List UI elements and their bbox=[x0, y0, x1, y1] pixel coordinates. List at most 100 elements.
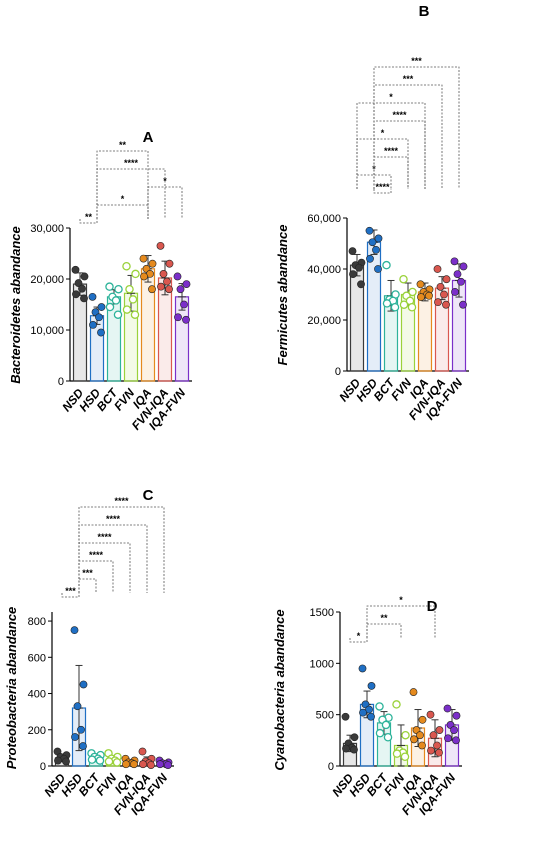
data-point bbox=[165, 259, 174, 268]
data-point bbox=[372, 245, 380, 254]
data-point bbox=[374, 234, 383, 243]
data-point bbox=[163, 277, 171, 286]
y-axis-title: Bacteroidetes abandance bbox=[8, 226, 23, 384]
y-tick-label: 0 bbox=[335, 366, 341, 378]
data-point bbox=[157, 282, 165, 291]
significance-bracket bbox=[78, 578, 97, 593]
y-axis-title: Fermicutes abandance bbox=[275, 225, 290, 366]
significance-bracket bbox=[349, 638, 368, 643]
significance-label: ** bbox=[85, 212, 93, 222]
data-point bbox=[452, 736, 460, 745]
data-point bbox=[342, 744, 350, 753]
significance-label: *** bbox=[403, 74, 414, 84]
data-point bbox=[410, 735, 418, 744]
data-point bbox=[139, 254, 148, 263]
significance-label: *** bbox=[65, 586, 76, 596]
data-point bbox=[459, 262, 468, 271]
data-point bbox=[443, 704, 452, 713]
significance-label: **** bbox=[114, 496, 129, 506]
data-point bbox=[429, 731, 438, 740]
data-point bbox=[71, 265, 80, 274]
data-point bbox=[399, 300, 409, 309]
y-tick-label: 60,000 bbox=[307, 213, 341, 225]
data-point bbox=[128, 295, 138, 304]
data-point bbox=[350, 745, 358, 754]
data-point bbox=[71, 733, 79, 741]
data-point bbox=[453, 270, 462, 278]
significance-label: * bbox=[372, 164, 376, 174]
data-point bbox=[79, 742, 87, 750]
significance-label: * bbox=[121, 194, 125, 204]
significance-label: **** bbox=[106, 514, 121, 524]
data-point bbox=[139, 760, 147, 769]
data-point bbox=[80, 294, 88, 303]
data-point bbox=[368, 238, 377, 247]
data-point bbox=[418, 741, 426, 750]
data-point bbox=[365, 705, 373, 714]
y-tick-label: 400 bbox=[28, 689, 46, 701]
data-point bbox=[78, 284, 86, 293]
data-point bbox=[148, 285, 156, 294]
data-point bbox=[80, 272, 89, 281]
data-point bbox=[427, 746, 435, 755]
data-point bbox=[122, 760, 130, 769]
panel-label: D bbox=[427, 598, 438, 615]
data-point bbox=[365, 226, 374, 235]
data-point bbox=[182, 315, 190, 324]
significance-label: **** bbox=[375, 182, 390, 192]
data-point bbox=[357, 280, 365, 289]
data-point bbox=[95, 756, 105, 765]
y-tick-label: 500 bbox=[316, 710, 334, 722]
data-point bbox=[114, 284, 123, 294]
data-point bbox=[450, 257, 459, 266]
data-point bbox=[407, 302, 417, 312]
y-tick-label: 0 bbox=[328, 761, 334, 773]
significance-bracket bbox=[78, 524, 148, 593]
data-point bbox=[125, 284, 134, 294]
chart-panel-B: B Fermicutes abandance 0 20,000 40,000 60,000… bbox=[275, 3, 469, 423]
data-point bbox=[436, 282, 445, 291]
data-point bbox=[159, 269, 168, 278]
data-point bbox=[426, 710, 435, 719]
data-point bbox=[416, 280, 425, 289]
data-point bbox=[417, 293, 425, 301]
data-point bbox=[390, 302, 400, 312]
data-point bbox=[156, 760, 164, 769]
data-point bbox=[156, 241, 165, 250]
data-point bbox=[95, 313, 103, 322]
data-point bbox=[457, 277, 465, 286]
significance-label: **** bbox=[124, 158, 139, 168]
significance-label: *** bbox=[411, 56, 422, 66]
data-point bbox=[112, 758, 122, 767]
data-point bbox=[182, 280, 191, 288]
significance-bracket bbox=[373, 189, 392, 194]
data-point bbox=[433, 741, 441, 750]
data-point bbox=[77, 725, 85, 734]
data-point bbox=[138, 747, 147, 756]
significance-bracket bbox=[61, 593, 80, 598]
data-point bbox=[97, 328, 105, 337]
significance-bracket bbox=[79, 219, 98, 224]
significance-label: * bbox=[357, 631, 361, 641]
panel-label: B bbox=[419, 3, 430, 20]
data-point bbox=[434, 298, 442, 307]
significance-bracket bbox=[366, 623, 402, 638]
significance-label: ** bbox=[380, 613, 388, 623]
significance-label: **** bbox=[384, 146, 399, 156]
data-point bbox=[381, 720, 391, 730]
data-point bbox=[359, 708, 367, 717]
y-tick-label: 600 bbox=[28, 652, 46, 664]
data-point bbox=[341, 712, 350, 721]
data-point bbox=[130, 760, 138, 769]
y-tick-label: 1500 bbox=[310, 607, 334, 619]
data-point bbox=[382, 260, 391, 270]
significance-bracket bbox=[356, 102, 426, 189]
data-point bbox=[399, 274, 408, 284]
y-tick-label: 0 bbox=[40, 761, 46, 773]
data-point bbox=[54, 756, 62, 765]
significance-label: * bbox=[399, 595, 403, 605]
data-point bbox=[442, 275, 451, 284]
data-point bbox=[367, 712, 375, 721]
chart-panel-A: A Bacteroidetes abandance 0 10,000 20,000 30,… bbox=[8, 129, 192, 433]
